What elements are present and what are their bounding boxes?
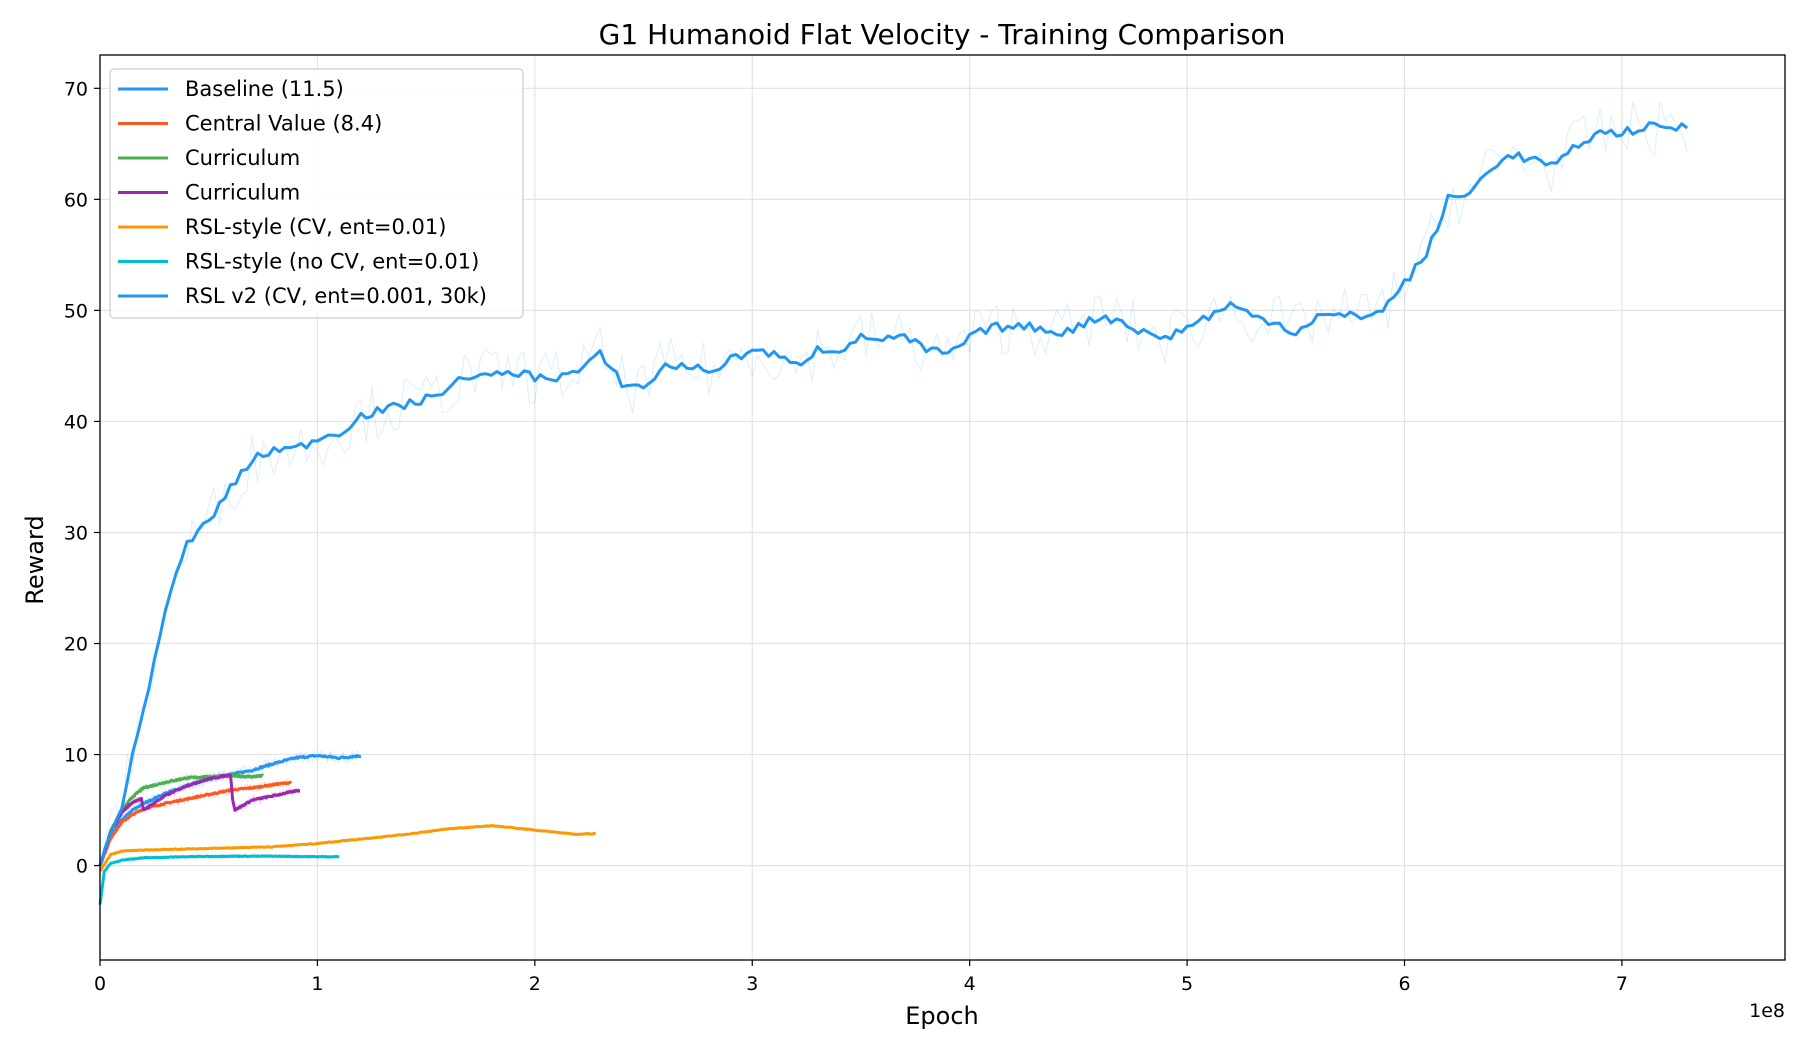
x-axis-label: Epoch (905, 1002, 979, 1030)
y-axis-ticks: 0 10 20 30 40 50 60 70 (64, 78, 100, 878)
legend-label: Curriculum (185, 146, 300, 170)
grid (99, 55, 1785, 960)
series-raw-band-6 (99, 101, 1688, 876)
series-line-3 (98, 773, 301, 866)
y-tick-label: 40 (64, 411, 88, 433)
chart-title: G1 Humanoid Flat Velocity - Training Com… (599, 18, 1286, 51)
y-axis-label: Reward (21, 515, 49, 604)
y-tick-label: 30 (64, 522, 88, 544)
x-tick-label: 0 (94, 973, 106, 995)
legend-label: Curriculum (185, 181, 300, 205)
y-tick-label: 70 (64, 78, 88, 100)
y-tick-label: 10 (64, 745, 88, 767)
series-line-4 (98, 824, 596, 872)
y-tick-label: 20 (64, 634, 88, 656)
legend: Baseline (11.5) Central Value (8.4) Curric… (109, 68, 524, 319)
x-tick-label: 5 (1181, 973, 1193, 995)
x-tick-label: 7 (1616, 973, 1628, 995)
series-line-5 (98, 854, 340, 905)
series-line-1 (98, 780, 293, 867)
x-axis-ticks: 0 1 2 3 4 5 6 7 (94, 960, 1628, 995)
x-tick-label: 2 (529, 973, 541, 995)
y-tick-label: 60 (64, 189, 88, 211)
plot-frame (99, 54, 1786, 961)
x-tick-label: 6 (1398, 973, 1410, 995)
series-lines (98, 121, 1689, 905)
legend-label: RSL-style (no CV, ent=0.01) (185, 250, 479, 274)
x-tick-label: 4 (964, 973, 976, 995)
y-tick-label: 50 (64, 300, 88, 322)
legend-label: RSL v2 (CV, ent=0.001, 30k) (185, 284, 487, 308)
legend-label: Central Value (8.4) (185, 112, 382, 136)
y-tick-label: 0 (76, 856, 88, 878)
x-tick-label: 1 (311, 973, 323, 995)
legend-label: RSL-style (CV, ent=0.01) (185, 215, 446, 239)
legend-label: Baseline (11.5) (185, 77, 344, 101)
x-axis-offset-label: 1e8 (1749, 1000, 1785, 1022)
legend-box (109, 68, 524, 319)
series-line-2 (98, 773, 265, 867)
x-tick-label: 3 (746, 973, 758, 995)
series-raw-band-2 (99, 770, 264, 862)
series-line-6 (98, 121, 1689, 867)
